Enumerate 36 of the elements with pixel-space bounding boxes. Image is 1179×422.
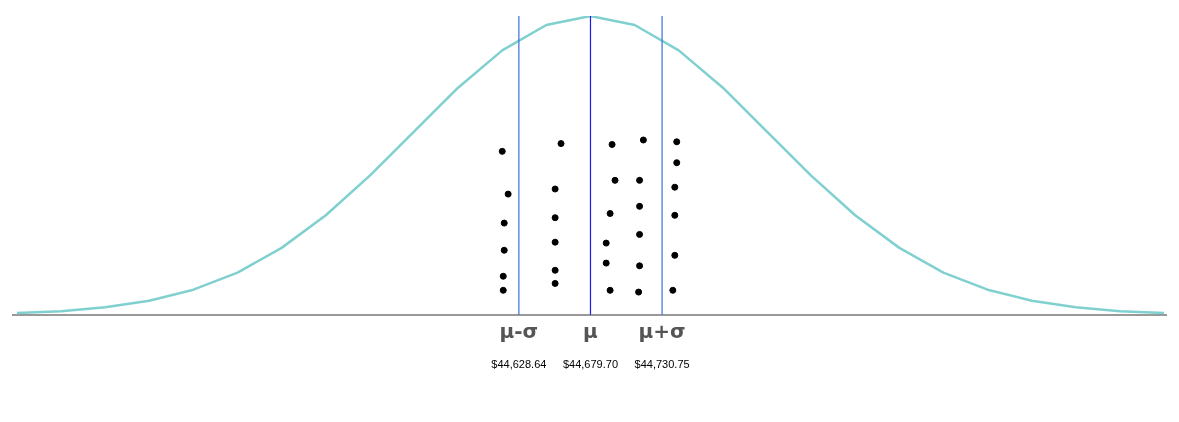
- point: [671, 183, 679, 191]
- point: [602, 239, 610, 247]
- point: [636, 230, 644, 238]
- point: [635, 288, 643, 296]
- ref-line-label: μ+σ: [638, 319, 686, 343]
- point: [499, 286, 507, 294]
- point: [671, 211, 679, 219]
- point: [639, 136, 647, 144]
- point: [669, 286, 677, 294]
- point: [500, 219, 508, 227]
- point: [608, 140, 616, 148]
- x-tick-label: $44,628.64: [491, 358, 547, 371]
- point: [602, 259, 610, 267]
- point: [611, 176, 619, 184]
- point: [551, 238, 559, 246]
- point: [551, 185, 559, 193]
- point: [551, 266, 559, 274]
- point: [500, 246, 508, 254]
- point: [671, 251, 679, 259]
- point: [673, 138, 681, 146]
- point: [673, 159, 681, 167]
- point: [551, 214, 559, 222]
- x-tick-label: $44,679.70: [562, 358, 619, 371]
- point: [606, 286, 614, 294]
- point: [504, 190, 512, 198]
- point: [557, 140, 565, 148]
- point: [636, 176, 644, 184]
- point: [551, 279, 559, 287]
- point: [606, 210, 614, 218]
- x-tick-label: $44,730.75: [634, 358, 690, 371]
- point: [636, 202, 644, 210]
- ref-line-label: μ: [583, 319, 599, 343]
- ref-line-label: μ-σ: [499, 319, 539, 343]
- point: [498, 147, 506, 155]
- point: [499, 272, 507, 280]
- point: [636, 262, 644, 270]
